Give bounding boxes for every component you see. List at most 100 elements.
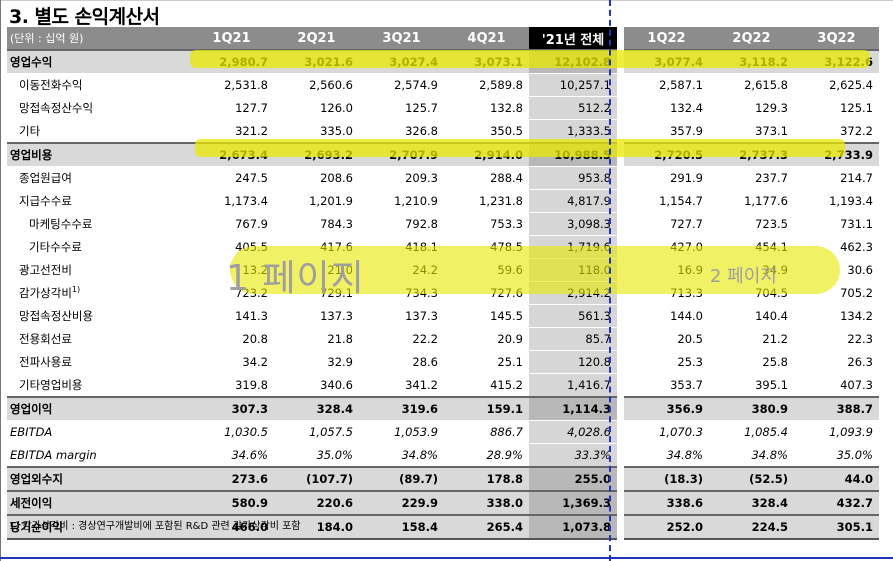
value-cell[interactable]: 34.8% <box>709 443 794 468</box>
col-header-1q22[interactable]: 1Q22 <box>624 27 709 50</box>
value-cell[interactable]: 140.4 <box>709 304 794 328</box>
value-cell[interactable]: 273.6 <box>189 466 274 492</box>
value-cell[interactable]: 34.8% <box>624 443 709 468</box>
value-cell[interactable]: 137.3 <box>359 304 444 328</box>
value-cell[interactable]: 3,073.1 <box>444 49 529 74</box>
value-cell[interactable]: 2,693.2 <box>274 142 359 167</box>
value-cell[interactable]: 2,625.4 <box>794 73 879 97</box>
total-cell[interactable]: 1,333.5 <box>529 119 617 144</box>
page-break-vertical[interactable] <box>609 0 611 561</box>
row-label[interactable]: 영업비용 <box>7 142 189 167</box>
col-header-4q21[interactable]: 4Q21 <box>444 27 529 50</box>
value-cell[interactable]: 1,177.6 <box>709 189 794 213</box>
value-cell[interactable]: 723.5 <box>709 212 794 236</box>
value-cell[interactable]: 144.0 <box>624 304 709 328</box>
value-cell[interactable]: 126.0 <box>274 96 359 120</box>
value-cell[interactable]: (18.3) <box>624 466 709 492</box>
value-cell[interactable]: 1,030.5 <box>189 420 274 444</box>
value-cell[interactable]: 319.8 <box>189 373 274 398</box>
row-label[interactable]: 마케팅수수료 <box>7 212 189 236</box>
value-cell[interactable]: 184.0 <box>274 514 359 540</box>
col-header-3q22[interactable]: 3Q22 <box>794 27 879 50</box>
value-cell[interactable]: 388.7 <box>794 396 879 421</box>
value-cell[interactable]: 220.6 <box>274 490 359 516</box>
value-cell[interactable]: 2,707.9 <box>359 142 444 167</box>
total-cell[interactable]: 953.8 <box>529 166 617 190</box>
value-cell[interactable]: 28.9% <box>444 443 529 468</box>
col-header-3q21[interactable]: 3Q21 <box>359 27 444 50</box>
value-cell[interactable]: 2,589.8 <box>444 73 529 97</box>
value-cell[interactable]: 16.9 <box>624 258 709 282</box>
value-cell[interactable]: 1,093.9 <box>794 420 879 444</box>
total-cell[interactable]: 2,914.2 <box>529 281 617 305</box>
value-cell[interactable]: 1,193.4 <box>794 189 879 213</box>
value-cell[interactable]: 338.0 <box>444 490 529 516</box>
value-cell[interactable]: 25.1 <box>444 350 529 374</box>
value-cell[interactable]: 125.1 <box>794 96 879 120</box>
value-cell[interactable]: 3,021.6 <box>274 49 359 74</box>
value-cell[interactable]: 125.7 <box>359 96 444 120</box>
value-cell[interactable]: 357.9 <box>624 119 709 144</box>
total-cell[interactable]: 255.0 <box>529 466 617 492</box>
value-cell[interactable]: 145.5 <box>444 304 529 328</box>
value-cell[interactable]: 784.3 <box>274 212 359 236</box>
value-cell[interactable]: 141.3 <box>189 304 274 328</box>
row-label[interactable]: 전파사용료 <box>7 350 189 374</box>
value-cell[interactable]: 407.3 <box>794 373 879 398</box>
value-cell[interactable]: 415.2 <box>444 373 529 398</box>
page-break-horizontal[interactable] <box>0 557 893 559</box>
value-cell[interactable]: 395.1 <box>709 373 794 398</box>
value-cell[interactable]: 713.3 <box>624 281 709 305</box>
value-cell[interactable]: 1,057.5 <box>274 420 359 444</box>
value-cell[interactable]: 350.5 <box>444 119 529 144</box>
value-cell[interactable]: 2,531.8 <box>189 73 274 97</box>
value-cell[interactable]: 1,085.4 <box>709 420 794 444</box>
col-header-2021-total[interactable]: '21년 전체 <box>529 27 617 50</box>
value-cell[interactable]: 372.2 <box>794 119 879 144</box>
value-cell[interactable]: 134.2 <box>794 304 879 328</box>
value-cell[interactable]: 20.5 <box>624 327 709 351</box>
value-cell[interactable]: 209.3 <box>359 166 444 190</box>
value-cell[interactable]: 2,733.9 <box>794 142 879 167</box>
value-cell[interactable]: 2,914.0 <box>444 142 529 167</box>
value-cell[interactable]: 25.3 <box>624 350 709 374</box>
value-cell[interactable]: 767.9 <box>189 212 274 236</box>
row-label[interactable]: 감가상각비1) <box>7 281 189 305</box>
value-cell[interactable]: 34.2 <box>189 350 274 374</box>
value-cell[interactable]: 418.1 <box>359 235 444 259</box>
value-cell[interactable]: 252.0 <box>624 514 709 540</box>
value-cell[interactable]: 2,980.7 <box>189 49 274 74</box>
row-label[interactable]: 망접속정산비용 <box>7 304 189 328</box>
col-header-1q21[interactable]: 1Q21 <box>189 27 274 50</box>
value-cell[interactable]: 432.7 <box>794 490 879 516</box>
value-cell[interactable]: 734.3 <box>359 281 444 305</box>
total-cell[interactable]: 10,988.5 <box>529 142 617 167</box>
value-cell[interactable]: 30.6 <box>794 258 879 282</box>
value-cell[interactable]: 158.4 <box>359 514 444 540</box>
value-cell[interactable]: 305.1 <box>794 514 879 540</box>
row-label[interactable]: 세전이익 <box>7 490 189 516</box>
value-cell[interactable]: 353.7 <box>624 373 709 398</box>
row-label[interactable]: 종업원급여 <box>7 166 189 190</box>
value-cell[interactable]: 753.3 <box>444 212 529 236</box>
value-cell[interactable]: 1,210.9 <box>359 189 444 213</box>
value-cell[interactable]: 178.8 <box>444 466 529 492</box>
value-cell[interactable]: 328.4 <box>274 396 359 421</box>
total-cell[interactable]: 85.7 <box>529 327 617 351</box>
value-cell[interactable]: 2,737.3 <box>709 142 794 167</box>
value-cell[interactable]: 427.0 <box>624 235 709 259</box>
value-cell[interactable]: 1,201.9 <box>274 189 359 213</box>
value-cell[interactable]: 288.4 <box>444 166 529 190</box>
value-cell[interactable]: 21.8 <box>274 327 359 351</box>
row-label[interactable]: 이동전화수익 <box>7 73 189 97</box>
value-cell[interactable]: 3,122.6 <box>794 49 879 74</box>
row-label[interactable]: EBITDA margin <box>7 443 189 468</box>
row-label[interactable]: 망접속정산수익 <box>7 96 189 120</box>
value-cell[interactable]: 1,070.3 <box>624 420 709 444</box>
value-cell[interactable]: 2,720.5 <box>624 142 709 167</box>
row-label[interactable]: 기타 <box>7 119 189 144</box>
total-cell[interactable]: 118.0 <box>529 258 617 282</box>
row-label[interactable]: 지급수수료 <box>7 189 189 213</box>
row-label[interactable]: 전용회선료 <box>7 327 189 351</box>
row-label[interactable]: 영업수익 <box>7 49 189 74</box>
